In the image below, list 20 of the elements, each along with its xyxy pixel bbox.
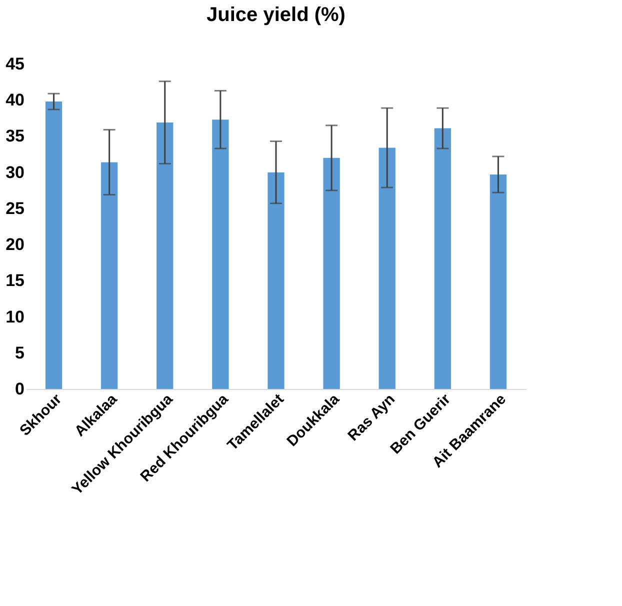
bar [434, 128, 451, 389]
y-tick-label: 30 [6, 162, 24, 182]
y-tick-label: 40 [6, 90, 24, 110]
y-tick-label: 45 [6, 54, 24, 74]
bar [490, 174, 507, 389]
bar [45, 102, 62, 389]
y-tick-label: 10 [6, 307, 24, 326]
bar [378, 148, 396, 389]
bar [156, 122, 174, 389]
bar [323, 158, 340, 389]
y-tick-label: 25 [6, 198, 24, 218]
y-tick-label: 0 [15, 380, 24, 398]
bar [212, 120, 229, 389]
y-tick-label: 15 [6, 271, 24, 290]
chart-title: Juice yield (%) [206, 4, 346, 26]
y-tick-label: 20 [6, 235, 24, 254]
y-tick-label: 35 [6, 126, 24, 146]
bar [268, 172, 284, 389]
bar [101, 162, 118, 389]
y-tick-label: 5 [15, 343, 24, 362]
